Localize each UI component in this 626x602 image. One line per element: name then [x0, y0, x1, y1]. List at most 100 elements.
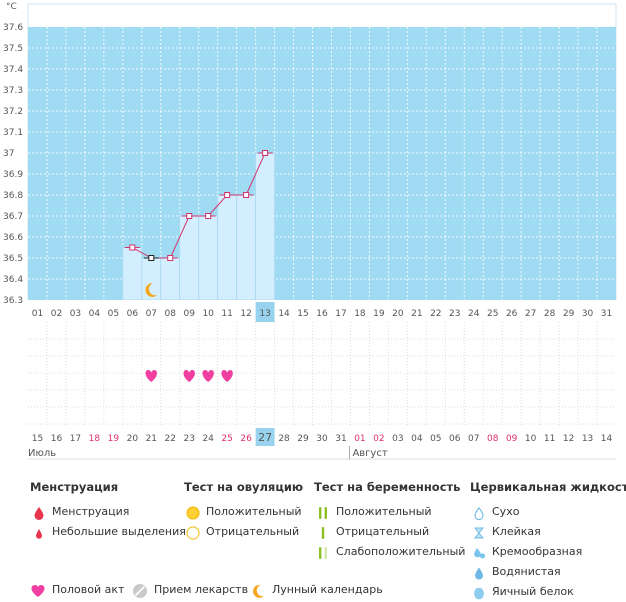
circle-filled-icon [186, 506, 200, 520]
cycle-day-label: 22 [430, 309, 441, 319]
legend-pregnancy-negative: Отрицательный [314, 522, 465, 542]
legend-ovulation-negative: Отрицательный [184, 522, 303, 542]
cycle-day-label: 25 [487, 309, 498, 319]
legend-cervical-creamy: Кремообразная [470, 542, 626, 562]
legend-pregnancy-weak: Слабоположительный [314, 542, 465, 562]
date-label: 20 [127, 434, 139, 444]
cycle-day-row [28, 300, 616, 322]
y-tick-label: 37.2 [3, 107, 23, 117]
date-label: 25 [221, 434, 232, 444]
legend-label: Водянистая [492, 565, 561, 578]
y-tick-label: 37.1 [3, 128, 23, 138]
date-label: 12 [563, 434, 574, 444]
cycle-day-label: 15 [297, 309, 308, 319]
y-tick-label: 37.5 [3, 44, 23, 54]
legend-ovulation-title: Тест на овуляцию [184, 480, 304, 494]
temperature-bar [141, 257, 162, 301]
date-label: 19 [108, 434, 120, 444]
date-label: 29 [297, 434, 309, 444]
legend-label: Отрицательный [336, 525, 430, 538]
temperature-bar [160, 257, 181, 301]
double-line-faint-icon [319, 547, 327, 559]
cycle-day-label: 17 [335, 309, 346, 319]
legend-label: Небольшие выделения [52, 525, 186, 538]
y-tick-label: 37.3 [3, 86, 23, 96]
cycle-day-label: 10 [202, 309, 214, 319]
legend-label: Кремообразная [492, 545, 583, 558]
cycle-day-label: 29 [563, 309, 575, 319]
legend-menstruation-title: Менструация [30, 480, 119, 494]
legend-cervical-eggwhite: Яичный белок [470, 582, 626, 602]
legend-label: Клейкая [492, 525, 541, 538]
moon-icon [145, 282, 158, 297]
double-line-icon [319, 507, 327, 519]
date-label: 05 [430, 434, 441, 444]
date-label: 01 [354, 434, 365, 444]
temperature-bar [198, 215, 219, 301]
legend-pregnancy: Тест на беременность Положительный Отриц… [314, 480, 465, 562]
cycle-day-label: 01 [32, 309, 43, 319]
today-date-cell [255, 428, 275, 446]
legend-label: Прием лекарств [154, 583, 249, 596]
drop-outline-icon [474, 507, 484, 520]
cycle-day-label: 30 [582, 309, 594, 319]
date-label: 31 [335, 434, 346, 444]
y-tick-label: 36.5 [3, 254, 23, 264]
date-label: 23 [183, 434, 194, 444]
today-cell [255, 302, 275, 322]
legend-ovulation-positive: Положительный [184, 502, 303, 522]
cycle-day-label: 13 [259, 309, 270, 319]
legend-pregnancy-title: Тест на беременность [314, 480, 461, 494]
date-label: 07 [468, 434, 479, 444]
cycle-day-label: 16 [316, 309, 328, 319]
cycle-day-label: 11 [221, 309, 232, 319]
temperature-point [224, 192, 231, 198]
y-tick-label: 36.7 [3, 212, 23, 222]
legend-label: Яичный белок [492, 585, 574, 598]
legend: Менструация Менструация Небольшие выделе… [0, 470, 626, 600]
cycle-day-label: 04 [89, 309, 101, 319]
legend-label: Менструация [52, 505, 130, 518]
cycle-day-label: 07 [146, 309, 157, 319]
legend-cervical-title: Цервикальная жидкость [470, 480, 626, 494]
egg-icon [474, 587, 484, 600]
cycle-day-label: 21 [411, 309, 422, 319]
date-label: 09 [506, 434, 518, 444]
y-axis-unit: °C [6, 2, 17, 12]
date-label: 21 [146, 434, 157, 444]
cycle-day-label: 23 [449, 309, 460, 319]
legend-label: Отрицательный [206, 525, 300, 538]
circle-outline-icon [186, 526, 200, 540]
date-label: 08 [487, 434, 499, 444]
cycle-day-label: 05 [108, 309, 119, 319]
temperature-point [186, 213, 193, 219]
temperature-point [129, 244, 136, 251]
legend-pregnancy-positive: Положительный [314, 502, 465, 522]
temperature-point [167, 255, 174, 261]
date-label: 13 [582, 434, 593, 444]
temperature-bar [122, 247, 143, 301]
temperature-line [124, 152, 273, 259]
drop-large-icon [34, 507, 44, 520]
legend-label: Половой акт [52, 583, 125, 596]
date-label: 24 [202, 434, 214, 444]
cycle-day-label: 19 [373, 309, 385, 319]
temperature-bar [255, 152, 275, 301]
cycle-day-label: 09 [183, 309, 195, 319]
date-label: 06 [449, 434, 461, 444]
cycle-day-label: 18 [354, 309, 366, 319]
y-tick-label: 37.4 [3, 65, 23, 75]
legend-intercourse: Половой акт [30, 580, 124, 600]
cycle-day-label: 03 [70, 309, 81, 319]
date-label: 22 [165, 434, 176, 444]
date-label: 10 [525, 434, 537, 444]
legend-spotting-item: Небольшие выделения [30, 522, 186, 542]
drop-filled-icon [475, 567, 483, 580]
temperature-band [28, 27, 616, 300]
y-tick-label: 36.4 [3, 275, 23, 285]
cycle-day-label: 28 [544, 309, 556, 319]
y-tick-label: 36.9 [3, 170, 23, 180]
date-label: 27 [258, 431, 272, 444]
legend-menstruation-item: Менструация [30, 502, 186, 522]
moon-icon [252, 584, 264, 598]
